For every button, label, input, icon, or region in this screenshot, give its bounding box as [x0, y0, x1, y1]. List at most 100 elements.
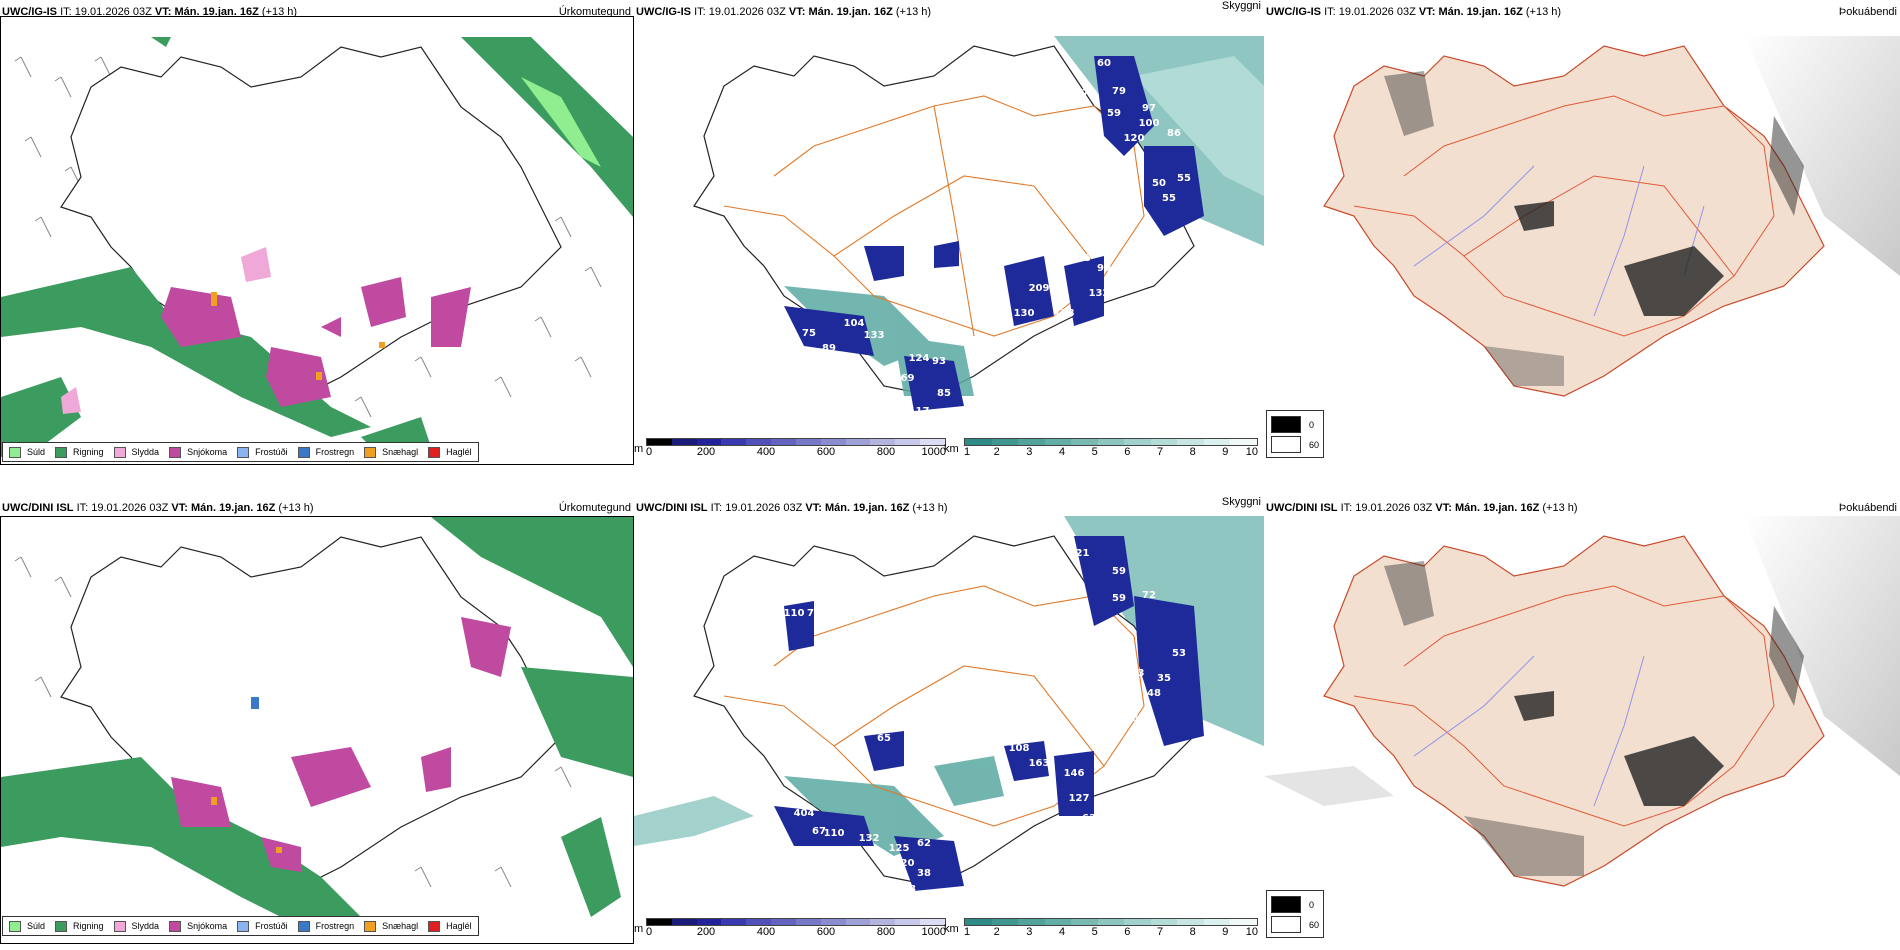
legend-item: Slydda — [113, 920, 159, 932]
legend-swatch — [297, 920, 310, 932]
ceiling-value-label: 75 — [1077, 253, 1091, 264]
ceiling-value-label: 77 — [807, 608, 821, 619]
legend-swatch — [237, 920, 250, 932]
ceiling-value-label: 110 — [784, 608, 805, 619]
ceiling-value-label: 38 — [917, 868, 931, 879]
ceiling-colorbar — [646, 438, 946, 446]
colorbar-segment — [1044, 439, 1072, 445]
legend-swatch — [169, 920, 182, 932]
ceiling-value-label: 59 — [1107, 108, 1121, 119]
ceiling-unit-label: m — [634, 443, 644, 455]
tick-label: 5 — [1091, 926, 1098, 938]
precip-panel-bottom: UWC/DINI ISL IT: 19.01.2026 03Z VT: Mán.… — [0, 480, 634, 950]
ceiling-value-label: 72 — [1142, 590, 1156, 601]
ceiling-value-label: 104 — [844, 318, 865, 329]
ceiling-value-label: 97 — [1142, 103, 1156, 114]
tick-label: 4 — [1058, 446, 1066, 458]
colorbar-segment — [746, 439, 772, 445]
ceiling-value-label: 127 — [1069, 793, 1090, 804]
ceiling-value-label: 75 — [802, 328, 816, 339]
colorbar-segment — [870, 919, 896, 925]
ceiling-value-label: 74 — [1082, 88, 1096, 99]
ceiling-value-label: 90 — [1097, 263, 1111, 274]
ceiling-panel-top: UWC/IG-IS IT: 19.01.2026 03Z VT: Mán. 19… — [634, 0, 1264, 470]
ceiling-value-label: 69 — [952, 188, 966, 199]
fog-map — [1264, 16, 1900, 436]
panel-title: Úrkomutegund — [558, 502, 631, 514]
tick-label: 600 — [816, 926, 836, 938]
fog-legend-label: 0 — [1309, 419, 1315, 430]
colorbar-segment — [1097, 439, 1125, 445]
fog-legend: 0 60 — [1266, 410, 1324, 458]
colorbar-segment — [1071, 919, 1098, 925]
colorbar-segment — [870, 439, 896, 445]
graupel-areas — [211, 292, 385, 380]
panel-title: Skyggni — [1221, 496, 1261, 508]
ceiling-value-label: 53 — [1172, 648, 1186, 659]
tick-label: 3 — [1026, 926, 1033, 938]
colorbar-segment — [1018, 439, 1045, 445]
tick-label: 200 — [696, 926, 716, 938]
panel-title: Úrkomutegund — [558, 6, 631, 18]
tick-label: 1000 — [921, 446, 946, 458]
colorbar-segment — [771, 919, 796, 925]
tick-label: 600 — [816, 446, 836, 458]
legend-item: Snæhagl — [364, 446, 418, 458]
tick-label: 2 — [993, 446, 1000, 458]
colorbar-segment — [1124, 439, 1151, 445]
ceiling-value-label: 146 — [1064, 768, 1085, 779]
legend-swatch — [113, 446, 126, 458]
ceiling-value-label: 67 — [812, 826, 826, 837]
legend-item: Súld — [9, 446, 45, 458]
panel-header: UWC/IG-IS IT: 19.01.2026 03Z VT: Mán. 19… — [1266, 6, 1562, 18]
visibility-colorbar — [964, 918, 1258, 926]
tick-label: 0 — [646, 926, 653, 938]
tick-label: 1 — [964, 446, 971, 458]
colorbar-segment — [647, 439, 672, 445]
colorbar-segment — [895, 919, 921, 925]
ceiling-value-label: 50 — [1152, 178, 1166, 189]
tick-label: 6 — [1124, 446, 1131, 458]
ceiling-value-label: 55 — [1162, 193, 1176, 204]
ceiling-value-label: 110 — [824, 828, 845, 839]
tick-label: 8 — [1189, 926, 1196, 938]
colorbar-segment — [820, 919, 846, 925]
visibility-unit-label: km — [944, 923, 959, 935]
ceiling-value-label: 116 — [1074, 638, 1095, 649]
colorbar-segment — [1097, 919, 1125, 925]
fog-legend-swatch-low — [1271, 916, 1301, 933]
legend-swatch — [364, 920, 377, 932]
ceiling-value-label: 59 — [1112, 593, 1126, 604]
precip-legend: Súld Rigning Slydda Snjókoma Frostúði Fr… — [2, 916, 479, 936]
fog-panel-bottom: UWC/DINI ISL IT: 19.01.2026 03Z VT: Mán.… — [1264, 480, 1900, 950]
tick-label: 10 — [1245, 446, 1258, 458]
legend-swatch — [169, 446, 182, 458]
colorbar-segment — [1203, 919, 1231, 925]
ceiling-value-label: 108 — [1009, 743, 1030, 754]
fog-legend-label: 0 — [1309, 899, 1315, 910]
tick-label: 0 — [646, 446, 653, 458]
panel-header: UWC/DINI ISL IT: 19.01.2026 03Z VT: Mán.… — [636, 502, 948, 514]
ceiling-value-label: 169 — [894, 373, 915, 384]
tick-label: 800 — [876, 926, 896, 938]
precip-panel-top: UWC/IG-IS IT: 19.01.2026 03Z VT: Mán. 19… — [0, 0, 634, 470]
legend-item: Rigning — [55, 446, 104, 458]
ceiling-value-label: 62 — [917, 838, 931, 849]
ceiling-value-label: 130 — [1014, 308, 1035, 319]
visibility-unit-label: km — [944, 443, 959, 455]
fog-panel-top: UWC/IG-IS IT: 19.01.2026 03Z VT: Mán. 19… — [1264, 0, 1900, 470]
ceiling-value-label: 85 — [937, 388, 951, 399]
legend-item: Haglél — [428, 920, 472, 932]
colorbar-segment — [845, 439, 871, 445]
colorbar-segment — [721, 919, 747, 925]
ceiling-value-label: 121 — [1069, 548, 1090, 559]
tick-label: 400 — [756, 446, 776, 458]
legend-swatch — [9, 920, 21, 932]
ceiling-label-group: 60 74 79 100 120 86 55 50 55 97 59 56 69 75 90 209 130 13… — [802, 58, 1191, 417]
precip-map — [0, 516, 634, 944]
ceiling-value-label: 209 — [1029, 283, 1050, 294]
ceiling-value-label: 55 — [1177, 173, 1191, 184]
ceiling-map: 60 74 79 100 120 86 55 50 55 97 59 56 69 75 90 209 130 13… — [634, 16, 1264, 436]
ceiling-value-label: 125 — [889, 843, 910, 854]
